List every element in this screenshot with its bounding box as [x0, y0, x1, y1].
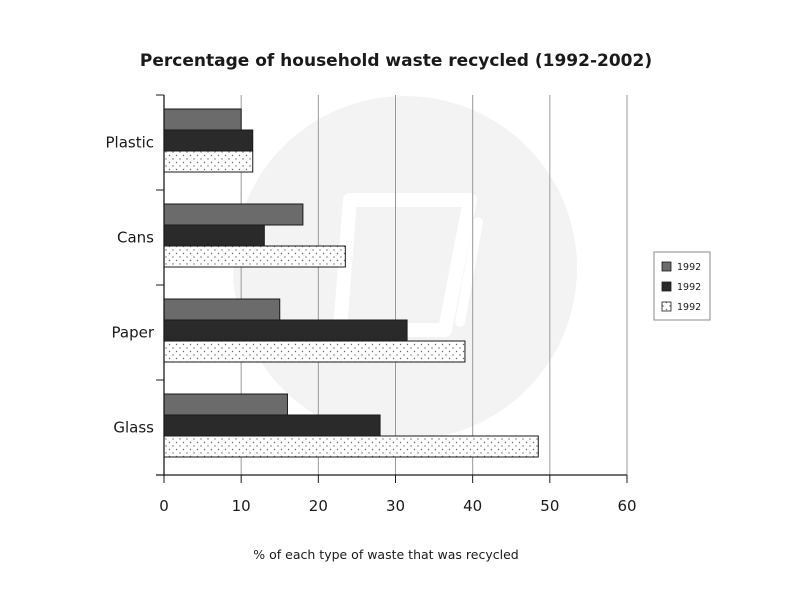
bar-paper-series-1: [163, 298, 281, 321]
x-tick-label: 50: [540, 497, 559, 515]
bar-paper-series-2: [163, 319, 408, 342]
legend-swatch: [661, 281, 672, 292]
bar-plastic-series-2: [163, 129, 254, 152]
x-tick-label: 30: [386, 497, 405, 515]
x-tick-label: 10: [232, 497, 251, 515]
category-label: Plastic: [105, 134, 154, 152]
legend-label: 1992: [677, 302, 701, 313]
category-label: Cans: [117, 229, 154, 247]
x-tick-label: 20: [309, 497, 328, 515]
bar-cans-series-1: [163, 203, 304, 226]
category-labels: Plastic Cans Paper Glass: [105, 134, 154, 437]
x-tick-label: 0: [159, 497, 169, 515]
x-tick-label: 40: [463, 497, 482, 515]
bar-cans-series-3: [163, 245, 346, 268]
bar-paper-series-3: [163, 340, 466, 363]
bar-glass-series-2: [163, 414, 381, 437]
legend-label: 1992: [677, 262, 701, 273]
bar-plastic-series-3: [163, 150, 254, 173]
legend: 1992 1992 1992: [653, 251, 711, 321]
bars: [163, 108, 539, 458]
bar-plastic-series-1: [163, 108, 242, 131]
legend-label: 1992: [677, 282, 701, 293]
x-tick-label: 60: [617, 497, 636, 515]
bar-glass-series-3: [163, 435, 539, 458]
axes: [156, 94, 628, 483]
legend-swatch: [661, 261, 672, 272]
legend-swatch: [661, 301, 672, 312]
x-tick-labels: 0 10 20 30 40 50 60: [159, 497, 636, 515]
x-axis-label: % of each type of waste that was recycle…: [253, 547, 518, 562]
watermark-logo: [233, 96, 577, 440]
bar-glass-series-1: [163, 393, 288, 416]
category-label: Glass: [113, 419, 154, 437]
chart-title: Percentage of household waste recycled (…: [140, 51, 652, 71]
category-label: Paper: [112, 324, 155, 342]
bar-cans-series-2: [163, 224, 265, 247]
